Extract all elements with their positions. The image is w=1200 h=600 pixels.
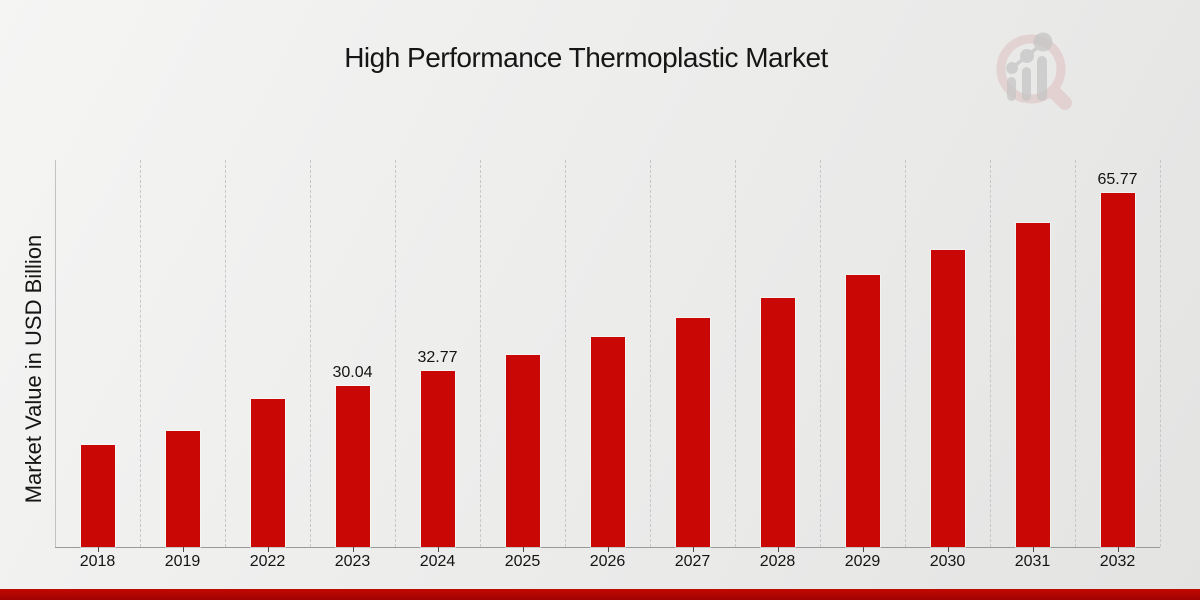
x-axis-tick <box>1032 547 1034 552</box>
mrfr-logo-watermark <box>985 25 1095 125</box>
x-axis-label-2029: 2029 <box>844 553 881 570</box>
x-axis-label-2031: 2031 <box>1014 553 1051 570</box>
bar-value-label-2024: 32.77 <box>417 349 458 366</box>
x-axis-label-2024: 2024 <box>419 553 456 570</box>
x-axis-tick <box>267 547 269 552</box>
x-axis-label-2018: 2018 <box>79 553 116 570</box>
x-axis-tick <box>692 547 694 552</box>
vertical-gridline <box>650 160 651 547</box>
x-axis-label-2022: 2022 <box>249 553 286 570</box>
x-axis-label-2019: 2019 <box>164 553 201 570</box>
bar-value-label-2023: 30.04 <box>332 364 373 381</box>
bar-2028 <box>760 298 795 547</box>
vertical-gridline <box>905 160 906 547</box>
bar-2018 <box>80 445 115 547</box>
bar-2030 <box>930 250 965 547</box>
x-axis-label-2030: 2030 <box>929 553 966 570</box>
x-axis-tick <box>947 547 949 552</box>
bar-2023 <box>335 386 370 547</box>
bar-2026 <box>590 337 625 547</box>
vertical-gridline <box>140 160 141 547</box>
x-axis-label-2032: 2032 <box>1099 553 1136 570</box>
vertical-gridline <box>1160 160 1161 547</box>
plot-area: 2018 2019 2022 30.04 2023 32.77 2024 2025 2026 20… <box>55 160 1161 570</box>
magnifier-bar-chart-icon <box>996 32 1072 110</box>
bar-2029 <box>845 275 880 547</box>
bar-2019 <box>165 431 200 547</box>
x-axis-tick <box>522 547 524 552</box>
vertical-gridline <box>480 160 481 547</box>
bar-value-label-2032: 65.77 <box>1097 171 1138 188</box>
x-axis-tick <box>862 547 864 552</box>
x-axis-tick <box>352 547 354 552</box>
bar-2027 <box>675 318 710 547</box>
bar-2024 <box>420 371 455 547</box>
bar-2022 <box>250 399 285 547</box>
vertical-gridline <box>55 160 56 547</box>
x-axis-tick <box>607 547 609 552</box>
x-axis-tick <box>97 547 99 552</box>
vertical-gridline <box>310 160 311 547</box>
vertical-gridline <box>820 160 821 547</box>
y-axis-label: Market Value in USD Billion <box>21 234 46 504</box>
x-axis-tick <box>1117 547 1119 552</box>
x-axis-tick <box>182 547 184 552</box>
bar-2032 <box>1100 193 1135 547</box>
bar-2025 <box>505 355 540 547</box>
vertical-gridline <box>225 160 226 547</box>
x-axis-tick <box>437 547 439 552</box>
x-axis-tick <box>777 547 779 552</box>
bottom-red-band <box>0 589 1200 600</box>
x-axis-label-2026: 2026 <box>589 553 626 570</box>
vertical-gridline <box>565 160 566 547</box>
chart-title: High Performance Thermoplastic Market <box>344 42 828 73</box>
bar-2031 <box>1015 223 1050 547</box>
vertical-gridline <box>395 160 396 547</box>
x-axis-label-2025: 2025 <box>504 553 541 570</box>
x-axis-label-2028: 2028 <box>759 553 796 570</box>
x-axis-label-2023: 2023 <box>334 553 371 570</box>
vertical-gridline <box>735 160 736 547</box>
vertical-gridline <box>1075 160 1076 547</box>
vertical-gridline <box>990 160 991 547</box>
x-axis-label-2027: 2027 <box>674 553 711 570</box>
